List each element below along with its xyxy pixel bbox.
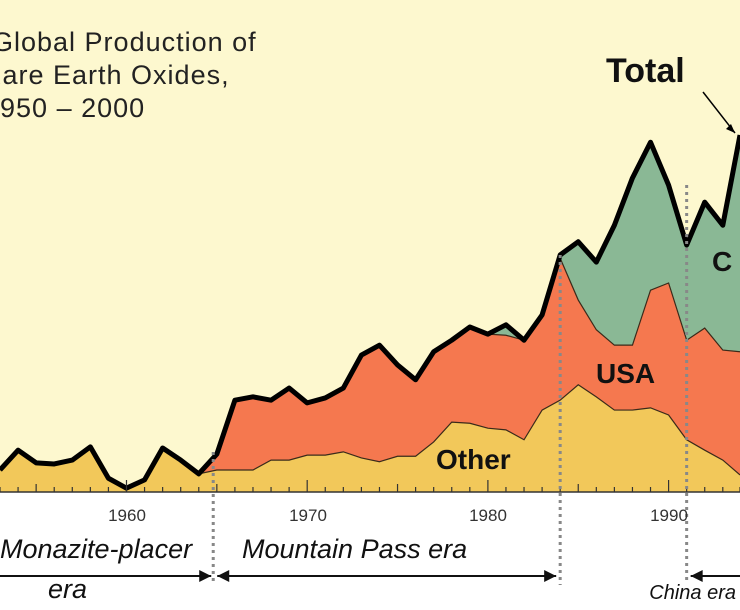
x-tick-label: 1980	[469, 506, 507, 525]
area-usa	[0, 258, 740, 489]
series-label-usa: USA	[596, 358, 656, 389]
era-label-mountain-pass: Mountain Pass era	[242, 534, 468, 564]
era-label-monazite: Monazite-placer	[0, 534, 193, 564]
chart-title-line-2: Rare Earth Oxides,	[0, 60, 230, 90]
plot-area: Global Production of Rare Earth Oxides, …	[0, 0, 740, 492]
x-tick-label: 1990	[650, 506, 688, 525]
series-label-other: Other	[436, 444, 511, 475]
total-label: Total	[606, 52, 685, 90]
arrowhead	[544, 570, 557, 582]
era-label-china: China era	[649, 582, 736, 604]
arrowhead	[217, 570, 230, 582]
area-c	[0, 135, 740, 489]
arrowhead	[199, 570, 212, 582]
total-arrowhead	[726, 124, 735, 133]
x-tick-label: 1960	[108, 506, 146, 525]
chart-title-line-3: 1950 – 2000	[0, 93, 146, 123]
chart-title-line-1: Global Production of	[0, 27, 257, 57]
series-label-china: C	[712, 246, 733, 277]
arrowhead	[690, 570, 703, 582]
era-label-monazite-2: era	[48, 574, 88, 604]
x-tick-label: 1970	[289, 506, 327, 525]
total-line	[0, 134, 740, 491]
chart-svg	[0, 91, 740, 492]
